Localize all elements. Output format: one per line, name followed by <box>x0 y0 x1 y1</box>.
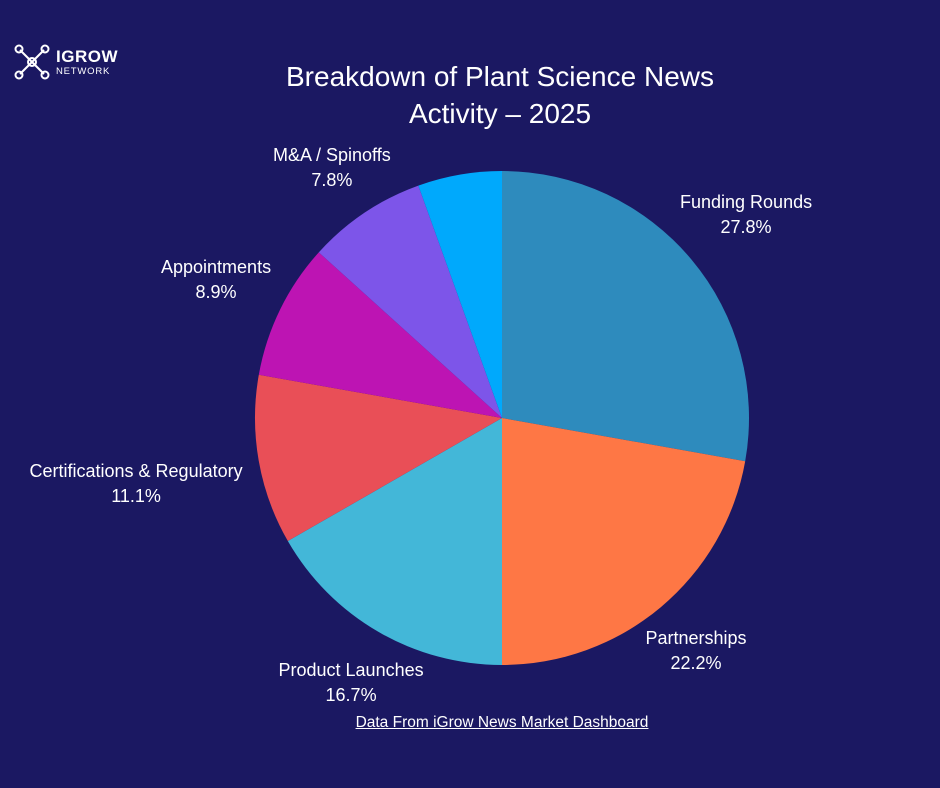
brand-name: IGROW <box>56 46 118 66</box>
slice-label-name: Appointments <box>161 257 272 277</box>
slice-label-name: Partnerships <box>645 628 747 648</box>
slice-label-value: 22.2% <box>670 653 722 673</box>
pie-slice-appointments <box>258 252 502 418</box>
pie-slice-funding-rounds <box>502 171 750 462</box>
slice-label-value: 7.8% <box>311 170 353 190</box>
brand-subname: NETWORK <box>56 65 111 77</box>
pie-slice-other <box>418 171 502 418</box>
pie-slice-certifications-regulatory <box>254 374 502 542</box>
slice-label-value: 27.8% <box>720 217 772 237</box>
slice-label: Funding Rounds 27.8% <box>680 190 812 240</box>
chart-title-line-1: Breakdown of Plant Science News <box>286 61 714 92</box>
slice-label: Appointments 8.9% <box>161 255 271 305</box>
slice-label-name: Product Launches <box>278 660 424 680</box>
slice-label-value: 16.7% <box>325 685 377 705</box>
chart-title: Breakdown of Plant Science News Activity… <box>230 58 770 132</box>
source-link[interactable]: Data From iGrow News Market Dashboard <box>355 714 649 731</box>
pie-slice-partnerships <box>502 418 746 665</box>
slice-label: Product Launches 16.7% <box>279 658 424 708</box>
pie-slice-product-launches <box>287 418 502 665</box>
slice-label-name: Certifications & Regulatory <box>29 461 243 481</box>
slice-label-name: Funding Rounds <box>680 192 813 212</box>
slice-label-value: 8.9% <box>195 282 237 302</box>
chart-title-line-2: Activity – 2025 <box>408 98 592 129</box>
brand-logo: IGROW NETWORK <box>14 44 118 80</box>
slice-label: Partnerships 22.2% <box>646 626 747 676</box>
slice-label-value: 11.1% <box>111 486 161 506</box>
slice-label: Certifications & Regulatory 11.1% <box>30 459 243 509</box>
network-icon <box>14 44 50 80</box>
slice-label-name: M&A / Spinoffs <box>273 145 391 165</box>
pie-slice-m-a-spinoffs <box>318 185 502 418</box>
slice-label: M&A / Spinoffs 7.8% <box>273 143 391 193</box>
